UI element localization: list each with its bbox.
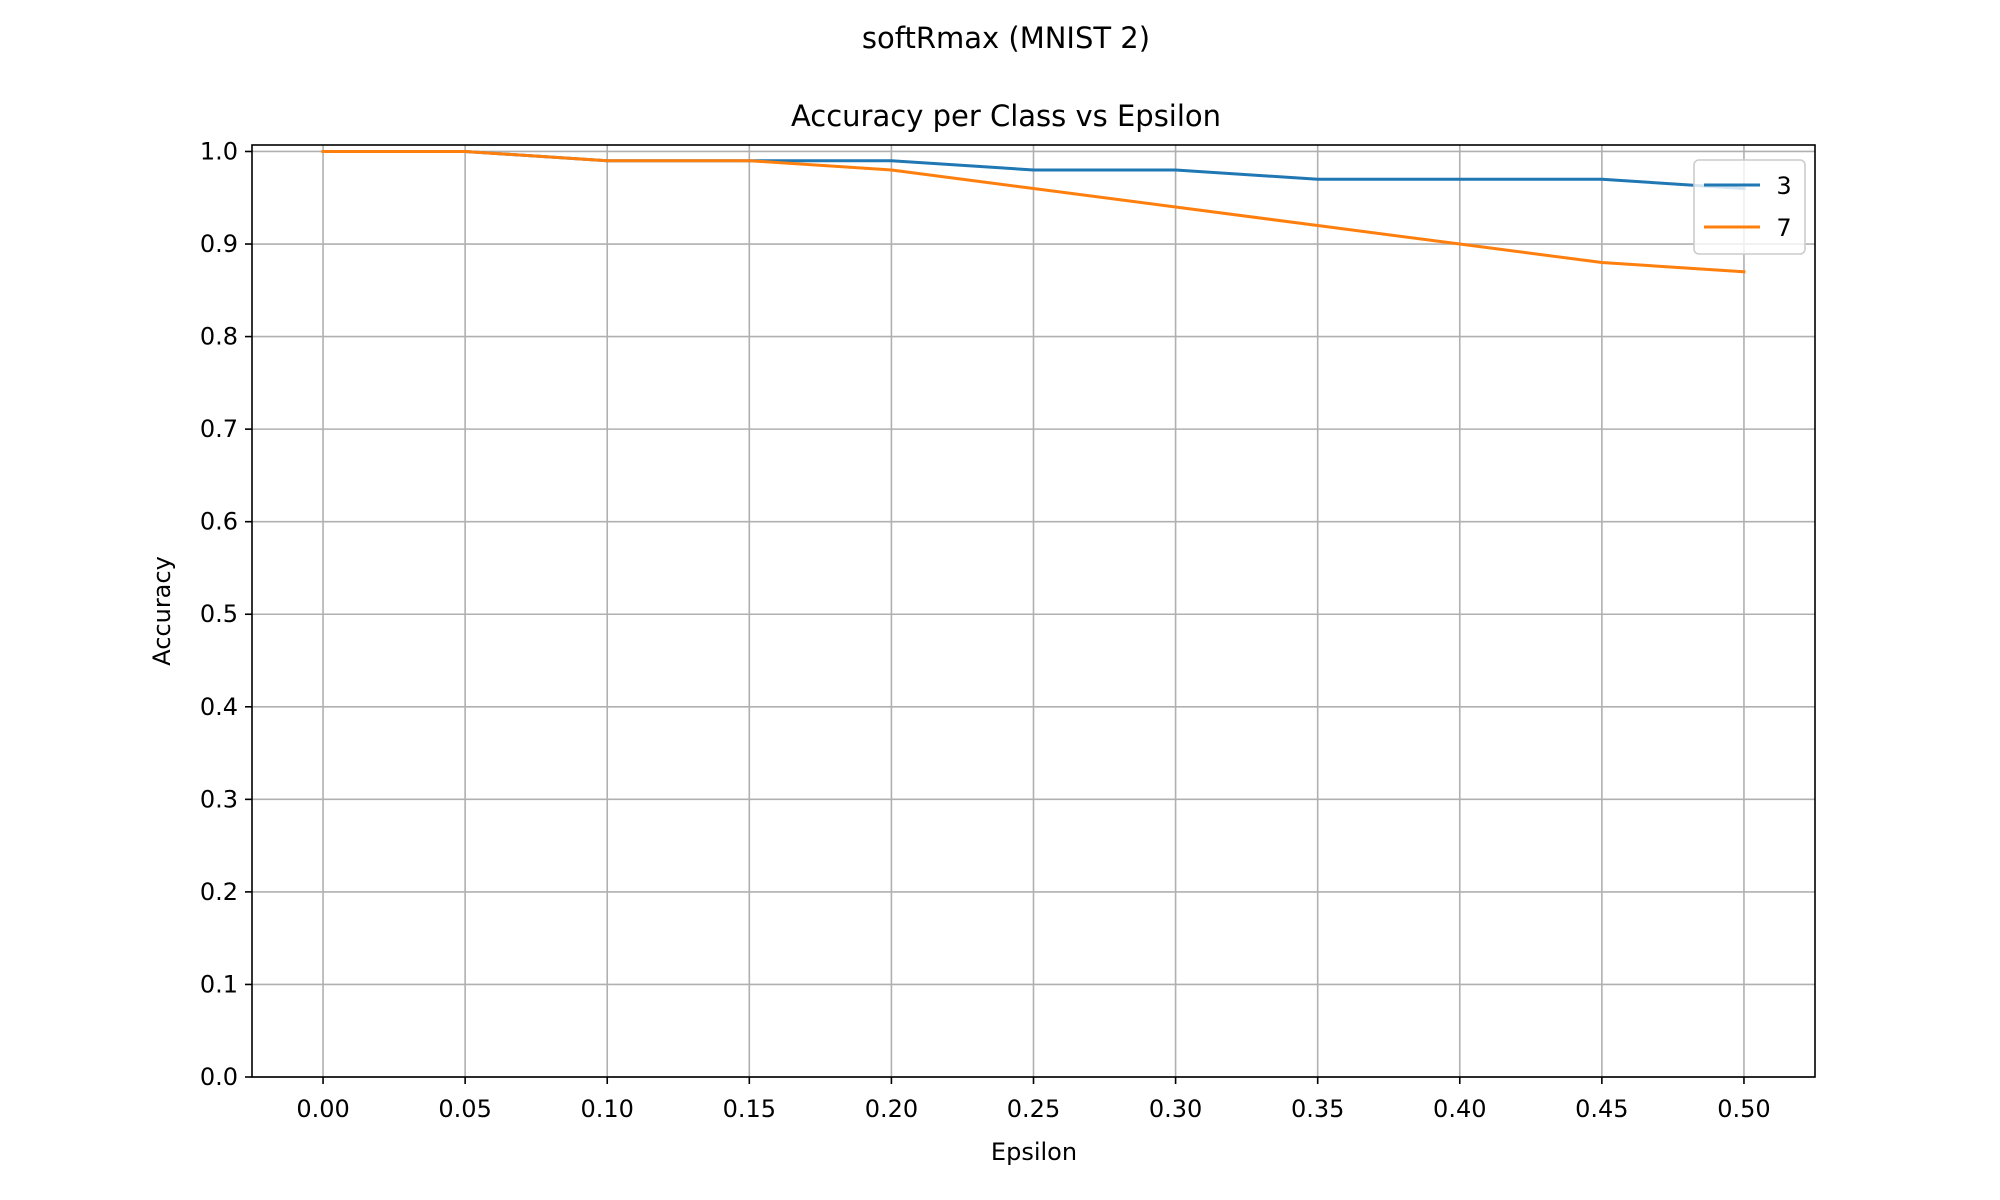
x-tick-label: 0.15: [723, 1095, 776, 1123]
legend-label-7: 7: [1776, 214, 1791, 242]
y-tick-label: 0.6: [200, 508, 238, 536]
x-tick-label: 0.40: [1433, 1095, 1486, 1123]
y-tick-label: 0.0: [200, 1063, 238, 1091]
figure-suptitle: softRmax (MNIST 2): [862, 21, 1150, 55]
y-tick-label: 0.9: [200, 230, 238, 258]
x-tick-label: 0.20: [865, 1095, 918, 1123]
y-tick-label: 0.5: [200, 600, 238, 628]
legend: 37: [1693, 159, 1806, 255]
x-axis-label: Epsilon: [991, 1138, 1077, 1166]
y-axis-ticks: 0.0 0.1 0.2 0.3 0.4 0.5 0.6 0.7 0.8 0.9 1.0: [200, 137, 252, 1091]
y-tick-label: 0.4: [200, 693, 238, 721]
y-tick-label: 0.7: [200, 415, 238, 443]
x-tick-label: 0.35: [1291, 1095, 1344, 1123]
x-tick-label: 0.30: [1149, 1095, 1202, 1123]
x-tick-label: 0.45: [1575, 1095, 1628, 1123]
x-tick-label: 0.50: [1717, 1095, 1770, 1123]
series-line-7: [321, 149, 1746, 274]
y-tick-label: 0.3: [200, 785, 238, 813]
y-tick-label: 0.1: [200, 970, 238, 998]
y-tick-label: 1.0: [200, 137, 238, 165]
grid: [252, 145, 1815, 1078]
y-tick-label: 0.2: [200, 878, 238, 906]
y-tick-label: 0.8: [200, 323, 238, 351]
legend-label-3: 3: [1776, 172, 1791, 200]
x-tick-label: 0.05: [438, 1095, 491, 1123]
x-tick-label: 0.25: [1007, 1095, 1060, 1123]
plot-lines: [321, 149, 1746, 274]
x-tick-label: 0.10: [581, 1095, 634, 1123]
x-axis-ticks: 0.00 0.05 0.10 0.15 0.20 0.25 0.30 0.35 0.40 0.45…: [296, 1077, 1771, 1123]
x-tick-label: 0.00: [296, 1095, 349, 1123]
chart-title: Accuracy per Class vs Epsilon: [791, 99, 1221, 133]
y-axis-label: Accuracy: [148, 556, 176, 666]
